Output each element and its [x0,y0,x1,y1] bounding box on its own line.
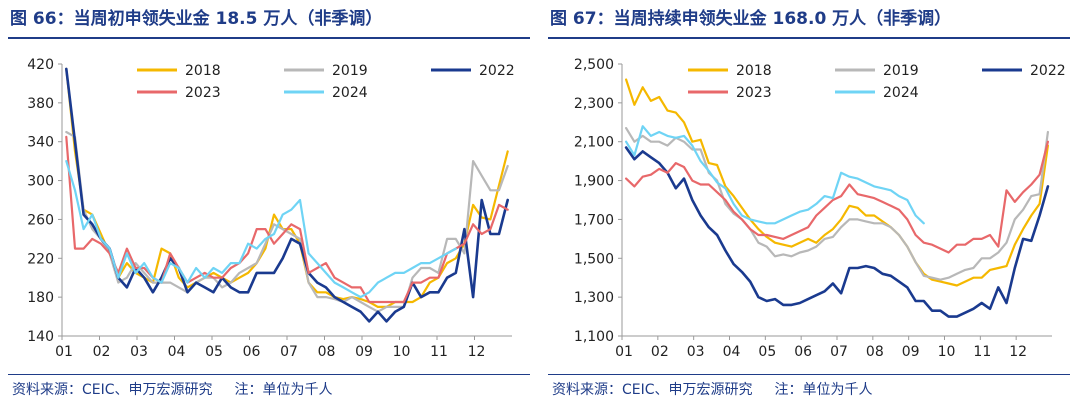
x-tick-label: 08 [318,344,336,360]
y-tick-label: 2,500 [574,57,614,73]
line-chart-initial-claims: 140 180 220 260 300 340 380 420 01 02 03 04 05 06 07 08… [27,57,515,360]
x-tick-label: 01 [55,344,73,360]
x-tick-label: 05 [205,344,223,360]
x-tick-label: 04 [168,344,186,360]
y-tick-label: 1,100 [574,329,614,345]
chart-panel-initial-claims: 图 66：当周初申领失业金 18.5 万人（非季调） 140 180 220 260 3… [8,9,530,399]
x-tick-label: 11 [973,344,991,360]
x-tick-label: 03 [687,344,705,360]
legend-label-2023: 2023 [736,85,772,101]
series-line-2024 [65,160,457,299]
chart-panel-continuing-claims: 图 67：当周持续申领失业金 168.0 万人（非季调） 1,100 1,300 1… [540,0,1080,408]
legend-label-2022: 2022 [1030,63,1066,79]
source-text: 资料来源：CEIC、申万宏源研究 [552,382,753,398]
y-tick-label: 220 [27,251,54,267]
series-line-2022 [65,67,510,323]
y-tick-label: 420 [27,57,54,73]
legend: 2018 2019 2022 2023 2024 [688,63,1066,101]
x-tick-label: 02 [93,344,111,360]
source-text: 资料来源：CEIC、申万宏源研究 [12,382,213,398]
series-line-2022 [624,146,1050,318]
legend: 2018 2019 2022 2023 2024 [137,63,515,101]
x-tick-label: 12 [1009,344,1027,360]
legend-label-2022: 2022 [479,63,515,79]
y-tick-label: 1,700 [574,212,614,228]
x-tick-label: 05 [758,344,776,360]
y-tick-label: 260 [27,212,54,228]
title-divider [548,37,1070,39]
x-tick-label: 08 [866,344,884,360]
legend-label-2024: 2024 [883,85,919,101]
axes: 1,100 1,300 1,500 1,700 1,900 2,100 2,300 2,500… [574,57,1052,360]
x-tick-label: 03 [130,344,148,360]
series-line-2018 [624,78,1049,287]
y-tick-label: 1,500 [574,251,614,267]
source-line: 资料来源：CEIC、申万宏源研究 注：单位为千人 [552,379,873,399]
x-tick-label: 09 [902,344,920,360]
x-tick-label: 10 [938,344,956,360]
source-line: 资料来源：CEIC、申万宏源研究 注：单位为千人 [12,379,333,399]
legend-label-2019: 2019 [332,63,368,79]
y-tick-label: 1,300 [574,290,614,306]
x-tick-label: 06 [243,344,261,360]
legend-label-2023: 2023 [185,85,221,101]
source-divider [548,374,1070,375]
legend-label-2018: 2018 [185,63,221,79]
y-tick-label: 180 [27,290,54,306]
x-tick-label: 10 [393,344,411,360]
source-divider [8,374,530,375]
x-tick-label: 12 [468,344,486,360]
y-tick-label: 300 [27,174,54,190]
x-tick-label: 07 [280,344,298,360]
series-line-2024 [624,125,925,225]
y-tick-label: 340 [27,135,54,151]
series-lines [65,67,510,323]
title-divider [8,37,530,39]
line-chart-continuing-claims: 1,100 1,300 1,500 1,700 1,900 2,100 2,300 2,500… [574,57,1066,360]
series-lines [624,78,1050,318]
chart-title: 图 67：当周持续申领失业金 168.0 万人（非季调） [550,9,952,29]
legend-label-2018: 2018 [736,63,772,79]
y-tick-label: 140 [27,329,54,345]
legend-label-2019: 2019 [883,63,919,79]
series-line-2023 [624,140,1049,254]
y-tick-label: 2,300 [574,96,614,112]
legend-label-2024: 2024 [332,85,368,101]
x-tick-label: 02 [651,344,669,360]
y-tick-label: 1,900 [574,174,614,190]
unit-note: 注：单位为千人 [234,382,333,398]
y-tick-label: 380 [27,96,54,112]
axes: 140 180 220 260 300 340 380 420 01 02 03 04 05 06 07 08… [27,57,512,360]
x-tick-label: 11 [430,344,448,360]
chart-title: 图 66：当周初申领失业金 18.5 万人（非季调） [10,9,383,29]
x-tick-label: 06 [794,344,812,360]
x-tick-label: 04 [723,344,741,360]
series-line-2019 [624,127,1049,281]
unit-note: 注：单位为千人 [774,382,873,398]
y-tick-label: 2,100 [574,135,614,151]
x-tick-label: 07 [830,344,848,360]
x-tick-label: 01 [615,344,633,360]
x-tick-label: 09 [355,344,373,360]
